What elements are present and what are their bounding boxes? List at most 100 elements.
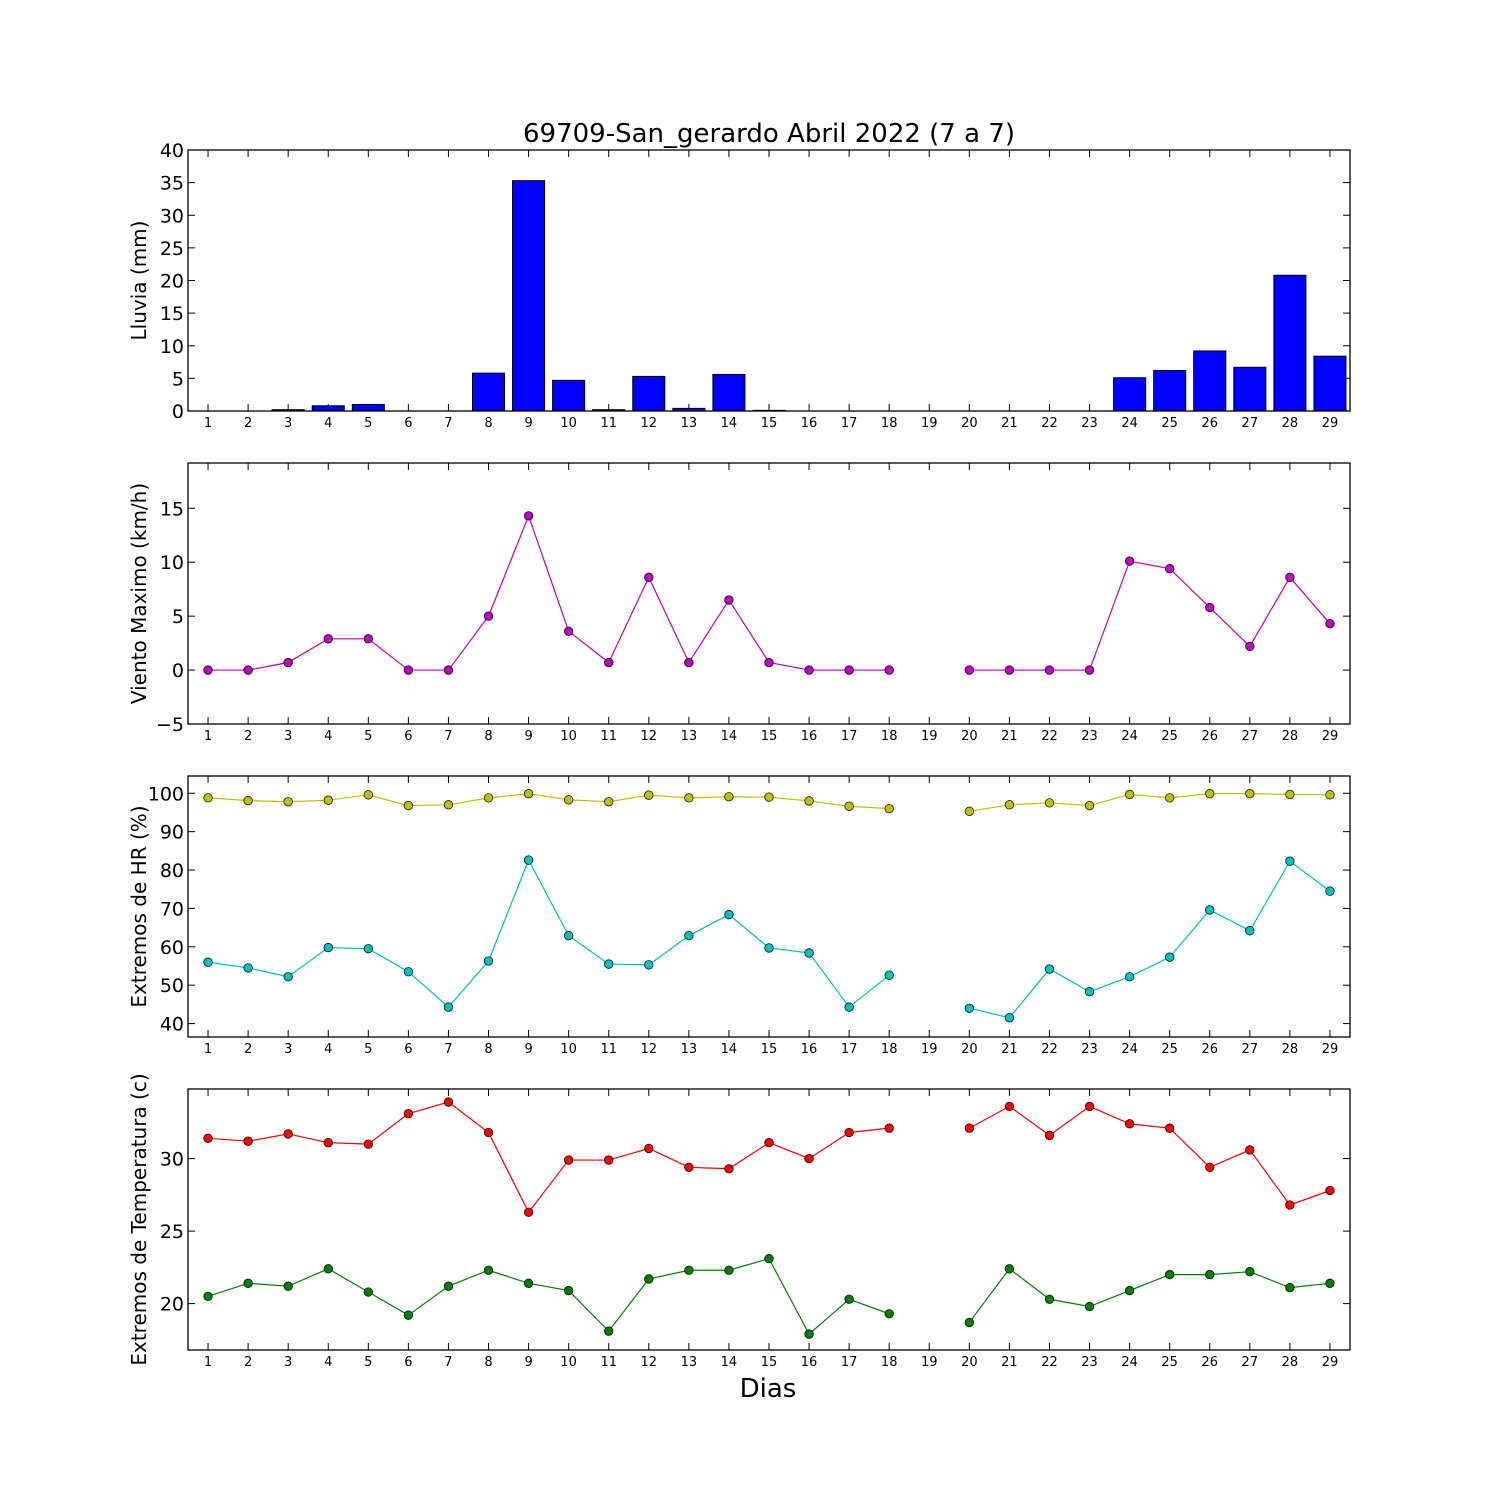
series-2-point-day-1 <box>203 957 213 967</box>
x-tick-label: 18 <box>881 416 898 431</box>
bar-day-12 <box>632 375 666 412</box>
series-1-point-day-5 <box>363 790 373 800</box>
series-1-point-day-2 <box>243 795 253 806</box>
series-2-point-day-23 <box>1084 1301 1095 1312</box>
x-tick-label: 6 <box>404 1042 412 1057</box>
series-1-point-day-28 <box>1285 572 1295 582</box>
x-tick-label: 18 <box>881 729 898 744</box>
x-tick-label: 10 <box>560 416 577 431</box>
y-tick-label: 15 <box>160 303 184 325</box>
x-tick-label: 5 <box>364 1042 372 1057</box>
series-1-point-day-10 <box>564 795 574 805</box>
chart-title: 69709-San_gerardo Abril 2022 (7 a 7) <box>523 119 1015 149</box>
series-2-point-day-6 <box>403 1310 414 1320</box>
series-2-point-day-9 <box>523 855 534 865</box>
x-tick-label: 5 <box>364 1355 372 1370</box>
x-tick-label: 2 <box>244 416 252 431</box>
series-1-point-day-24 <box>1124 1119 1135 1129</box>
bar-day-5 <box>351 403 385 412</box>
series-1-point-day-5 <box>363 1139 373 1149</box>
x-tick-label: 26 <box>1201 416 1218 431</box>
series-2-point-day-12 <box>644 1274 654 1284</box>
x-tick-label: 9 <box>524 416 532 431</box>
series-1-point-day-4 <box>323 1137 333 1148</box>
x-tick-label: 1 <box>204 729 212 744</box>
y-axis-label: Extremos de HR (%) <box>127 805 151 1007</box>
y-tick-label: 20 <box>160 1294 184 1316</box>
axes-frame <box>187 775 1351 1038</box>
series-1-point-day-21 <box>1004 665 1015 675</box>
series-2-point-day-8 <box>483 1265 494 1275</box>
x-tick-label: 22 <box>1041 416 1058 431</box>
series-1-point-day-23 <box>1084 800 1095 811</box>
series-2-point-day-2 <box>243 1278 253 1288</box>
series-1-point-day-2 <box>243 665 253 675</box>
x-tick-label: 1 <box>204 416 212 431</box>
x-tick-label: 20 <box>961 1355 978 1370</box>
x-tick-label: 21 <box>1001 416 1018 431</box>
y-tick-label: 40 <box>160 1014 184 1036</box>
series-1-point-day-3 <box>283 657 293 668</box>
series-1-point-day-8 <box>483 793 494 803</box>
x-tick-label: 5 <box>364 729 372 744</box>
x-tick-label: 28 <box>1282 1355 1299 1370</box>
x-tick-label: 25 <box>1161 416 1178 431</box>
y-tick-label: 10 <box>160 336 184 358</box>
x-tick-label: 24 <box>1121 729 1138 744</box>
x-tick-label: 18 <box>881 1355 898 1370</box>
series-1-point-day-12 <box>644 572 654 582</box>
series-1-point-day-6 <box>403 1108 414 1119</box>
series-1-point-day-7 <box>443 665 454 675</box>
x-tick-label: 2 <box>244 729 252 744</box>
series-1-point-day-11 <box>604 797 614 807</box>
series-2-point-day-27 <box>1245 926 1255 936</box>
x-tick-label: 20 <box>961 1042 978 1057</box>
y-tick-label: 60 <box>160 937 184 959</box>
bar-day-10 <box>552 379 586 412</box>
y-tick-label: 100 <box>148 783 184 805</box>
x-tick-label: 14 <box>721 1042 738 1057</box>
series-1-point-day-27 <box>1245 789 1255 799</box>
x-tick-label: 15 <box>761 729 778 744</box>
x-tick-label: 28 <box>1282 416 1299 431</box>
series-1-point-day-1 <box>203 665 213 675</box>
x-tick-label: 15 <box>761 416 778 431</box>
x-tick-label: 22 <box>1041 1355 1058 1370</box>
series-1-point-day-16 <box>804 665 814 675</box>
x-tick-label: 20 <box>961 416 978 431</box>
x-tick-label: 29 <box>1322 416 1339 431</box>
series-2-point-day-13 <box>684 931 694 941</box>
x-tick-label: 17 <box>841 416 858 431</box>
x-tick-label: 24 <box>1121 1355 1138 1370</box>
series-1-point-day-6 <box>403 800 414 811</box>
series-1-point-day-18 <box>884 1123 894 1133</box>
series-1-point-day-9 <box>523 1207 534 1217</box>
series-1-point-day-3 <box>283 797 293 807</box>
x-tick-label: 7 <box>444 416 452 431</box>
series-1-point-day-15 <box>764 1137 774 1148</box>
series-line-2 <box>207 858 1331 1019</box>
series-1-point-day-14 <box>724 792 734 802</box>
series-2-point-day-1 <box>203 1291 213 1301</box>
x-tick-label: 24 <box>1121 416 1138 431</box>
x-tick-label: 11 <box>600 729 617 744</box>
x-tick-label: 8 <box>484 1042 492 1057</box>
series-2-point-day-11 <box>604 1326 614 1336</box>
series-1-point-day-21 <box>1004 800 1015 810</box>
series-1-point-day-12 <box>644 1143 654 1154</box>
x-tick-label: 7 <box>444 1042 452 1057</box>
bar-day-24 <box>1113 377 1147 412</box>
series-line-1 <box>207 1101 1331 1214</box>
x-tick-label: 13 <box>681 729 698 744</box>
x-tick-label: 2 <box>244 1042 252 1057</box>
x-tick-label: 3 <box>284 729 292 744</box>
x-tick-label: 6 <box>404 416 412 431</box>
x-axis-label: Dias <box>740 1374 797 1404</box>
x-tick-label: 1 <box>204 1042 212 1057</box>
y-tick-label: 15 <box>160 498 184 520</box>
